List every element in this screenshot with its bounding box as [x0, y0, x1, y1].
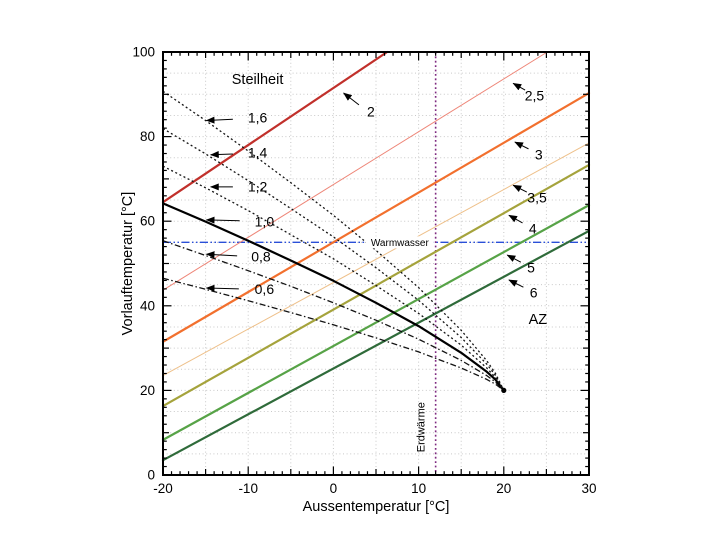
y-tick-label: 40: [140, 298, 155, 313]
curve-label-3: 3: [535, 146, 543, 162]
curve-label-0-6: 0,6: [255, 281, 275, 297]
az-line-5: [161, 204, 591, 441]
curve-label-1-6: 1,6: [248, 109, 268, 125]
steilheit-curve-1-4: [162, 128, 505, 391]
annotation-steilheit: Steilheit: [232, 72, 284, 88]
az-line-2-5: [162, 51, 548, 291]
az-line-3: [161, 91, 591, 343]
leader-arrow: [205, 216, 240, 224]
curve-label-2-5: 2,5: [525, 87, 545, 103]
steilheit-curve-1-2: [162, 165, 505, 391]
leader-arrow: [508, 279, 524, 288]
curve-label-1-0: 1,0: [255, 214, 275, 230]
curve-label-3-5: 3,5: [527, 189, 547, 205]
leader-arrow: [512, 82, 526, 91]
annotation-az: AZ: [529, 312, 548, 328]
x-axis-title: Aussentemperatur [°C]: [303, 499, 450, 515]
y-tick-label: 0: [147, 468, 155, 483]
curve-label-1-2: 1,2: [248, 178, 268, 194]
leader-arrow: [506, 254, 522, 263]
steilheit-curves: [162, 90, 507, 393]
az-line-6: [161, 229, 591, 462]
axes: -20 -10 0 10 20 30 0 20 40 60 80 100 Aussentemperatu…: [120, 45, 597, 516]
label-mask: [365, 236, 434, 249]
convergence-point: [501, 387, 507, 393]
curve-label-0-8: 0,8: [251, 249, 271, 265]
curve-label-5: 5: [527, 260, 535, 276]
leader-arrow: [205, 251, 238, 259]
az-line-2: [161, 50, 389, 204]
curve-labels: Warmwasser Erdwärme Steilheit AZ 0,6 0,8 1,0 1,…: [205, 72, 548, 452]
steilheit-curve-1-0: [162, 202, 505, 392]
reference-label-erdwärme: Erdwärme: [416, 402, 428, 452]
leader-arrow: [512, 184, 528, 193]
grid: [163, 52, 589, 475]
x-tick-label: 20: [496, 481, 511, 496]
steilheit-curve-0-8: [162, 240, 505, 391]
x-tick-label: 10: [411, 481, 426, 496]
az-line-3-5: [162, 142, 590, 377]
x-tick-label: 0: [330, 481, 338, 496]
leader-arrow: [343, 92, 360, 106]
x-tick-label: -10: [238, 481, 258, 496]
reference-lines: [163, 52, 589, 475]
y-tick-label: 100: [132, 45, 155, 60]
curve-label-2: 2: [367, 104, 375, 120]
x-tick-label: -20: [153, 481, 173, 496]
reference-label-warmwasser: Warmwasser: [371, 238, 430, 249]
y-tick-label: 80: [140, 129, 155, 144]
curve-label-6: 6: [530, 285, 538, 301]
leader-arrow: [205, 116, 233, 124]
steilheit-curve-0-6: [162, 277, 505, 391]
x-tick-label: 30: [581, 481, 596, 496]
leader-arrow: [210, 150, 233, 158]
leader-arrow: [508, 214, 523, 224]
leader-arrow: [205, 284, 239, 292]
y-tick-label: 20: [140, 383, 155, 398]
leader-arrow: [514, 141, 529, 150]
y-axis-title: Vorlauftemperatur [°C]: [120, 192, 136, 336]
y-tick-label: 60: [140, 214, 155, 229]
curve-label-4: 4: [529, 220, 537, 236]
curve-label-1-4: 1,4: [248, 145, 268, 161]
